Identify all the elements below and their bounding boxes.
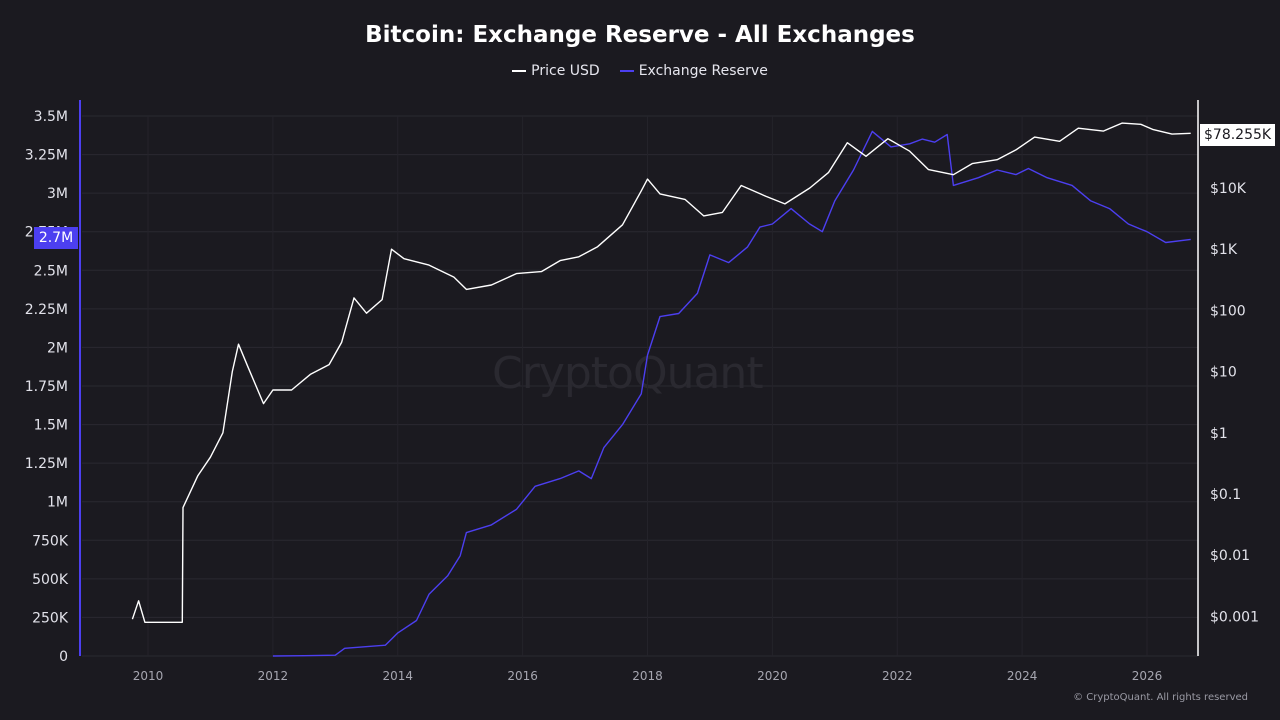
- right-axis-tick-label: $0.1: [1210, 487, 1241, 503]
- left-axis-tick-label: 250K: [32, 610, 69, 626]
- x-axis-tick-label: 2014: [382, 669, 413, 683]
- legend-swatch-price: [512, 70, 527, 72]
- x-axis-tick-label: 2024: [1007, 669, 1038, 683]
- left-axis-tick-label: 3M: [47, 186, 68, 202]
- watermark: CryptoQuant: [492, 348, 764, 399]
- legend-item-price[interactable]: Price USD: [512, 63, 600, 79]
- left-axis-tick-label: 0: [59, 649, 68, 665]
- right-axis-tick-label: $0.001: [1210, 609, 1259, 625]
- left-axis-tick-label: 750K: [32, 533, 69, 549]
- x-axis-tick-label: 2012: [258, 669, 289, 683]
- left-axis-tick-label: 500K: [32, 572, 69, 588]
- copyright-notice: © CryptoQuant. All rights reserved: [1073, 692, 1248, 703]
- legend-label-reserve: Exchange Reserve: [638, 63, 768, 79]
- left-axis-tick-label: 3.25M: [25, 148, 68, 164]
- legend-swatch-reserve: [619, 70, 634, 72]
- right-axis-tick-label: $1: [1210, 426, 1228, 442]
- x-axis-tick-label: 2026: [1132, 669, 1163, 683]
- x-axis-tick-label: 2016: [507, 669, 538, 683]
- x-axis-tick-label: 2020: [757, 669, 788, 683]
- exchange-reserve-line: [272, 130, 1191, 657]
- left-axis-tick-label: 2M: [47, 340, 68, 356]
- reserve-current-value-badge: 2.7M: [34, 227, 78, 249]
- legend-label-price: Price USD: [531, 63, 600, 79]
- right-axis-tick-label: $1K: [1210, 242, 1238, 258]
- left-axis-tick-label: 2.25M: [25, 302, 68, 318]
- left-axis-tick-label: 1.5M: [34, 418, 68, 434]
- left-axis-tick-label: 3.5M: [34, 109, 68, 125]
- legend-item-reserve[interactable]: Exchange Reserve: [619, 63, 768, 79]
- price-usd-line: [131, 122, 1191, 623]
- x-axis-tick-label: 2010: [133, 669, 164, 683]
- right-axis-tick-label: $100: [1210, 303, 1246, 319]
- left-axis-tick-label: 1.25M: [25, 456, 68, 472]
- price-current-value-badge: $78.255K: [1200, 124, 1276, 146]
- right-axis-tick-label: $0.01: [1210, 548, 1250, 564]
- left-axis-tick-label: 2.5M: [34, 263, 68, 279]
- legend: Price USD Exchange Reserve: [0, 63, 1280, 79]
- right-axis-tick-label: $10: [1210, 365, 1237, 381]
- left-axis-tick-label: 1M: [47, 495, 68, 511]
- right-axis-tick-label: $10K: [1210, 181, 1247, 197]
- x-axis-tick-label: 2022: [882, 669, 913, 683]
- x-axis-tick-label: 2018: [632, 669, 663, 683]
- chart-title: Bitcoin: Exchange Reserve - All Exchange…: [365, 22, 915, 48]
- left-axis-tick-label: 1.75M: [25, 379, 68, 395]
